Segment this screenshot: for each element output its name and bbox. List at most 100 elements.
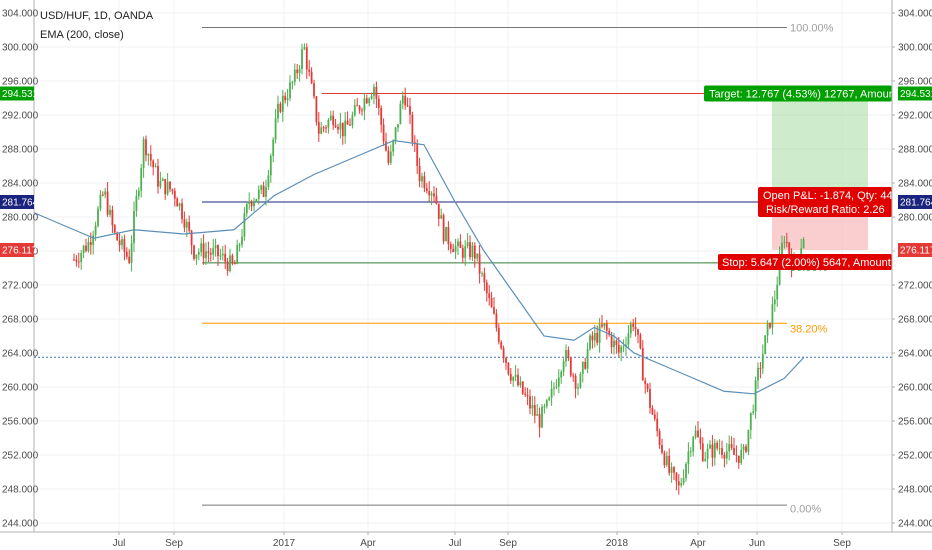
candle-body: [128, 256, 131, 263]
candle-body: [742, 446, 745, 450]
candle-body: [421, 176, 423, 182]
candle-body: [454, 245, 457, 253]
candle-body: [109, 209, 111, 215]
candle-body: [380, 107, 383, 125]
candle-body: [411, 114, 414, 143]
target-box[interactable]: Target: 12.767 (4.53%) 12767, Amount: 7: [704, 85, 910, 102]
candle-body: [682, 478, 685, 484]
stop-text: Stop: 5.647 (2.00%) 5647, Amount: 7: [722, 257, 903, 269]
x-axis-area[interactable]: [0, 532, 932, 550]
candle-body: [185, 222, 188, 228]
candle-body: [190, 230, 193, 246]
candle-body: [519, 381, 522, 386]
y-tick-label-right: 280.000: [898, 213, 932, 224]
price-tag: [898, 243, 932, 258]
candle-body: [620, 346, 623, 353]
candle-body: [416, 143, 419, 166]
candle-body: [733, 447, 735, 455]
y-tick-label-right: 256.000: [898, 417, 932, 428]
candle-body: [147, 154, 150, 156]
candle-body: [737, 455, 740, 463]
candle-body: [337, 127, 339, 130]
candle-body: [687, 451, 690, 465]
y-tick-label-right: 248.000: [898, 485, 932, 496]
candle-body: [665, 455, 668, 466]
candle-body: [716, 442, 719, 449]
candle-body: [243, 213, 246, 237]
candle-body: [308, 69, 311, 72]
candle-body: [173, 190, 176, 199]
candle-body: [80, 253, 83, 262]
price-tag-text: 281.764: [2, 198, 39, 209]
candle-body: [253, 201, 255, 207]
x-tick-label: Jul: [449, 538, 462, 549]
candle-body: [493, 307, 495, 314]
candle-body: [353, 105, 356, 116]
candle-body: [692, 437, 695, 452]
candle-body: [629, 323, 632, 334]
candle-body: [265, 187, 267, 197]
candle-body: [341, 122, 344, 137]
candle-body: [303, 47, 306, 50]
symbol-title[interactable]: USD/HUF, 1D, OANDA: [40, 10, 154, 22]
candle-body: [87, 242, 90, 251]
candle-body: [356, 105, 359, 107]
candle-body: [502, 348, 505, 358]
y-tick-label-right: 268.000: [898, 315, 932, 326]
candle-body: [154, 165, 157, 168]
candle-body: [133, 211, 135, 244]
candle-body: [224, 253, 227, 262]
candle-body: [245, 203, 248, 214]
candle-body: [77, 261, 80, 263]
grid-lines: [34, 0, 892, 532]
candle-body: [361, 110, 363, 112]
candle-body: [399, 103, 402, 125]
candle-body: [161, 178, 164, 181]
candle-body: [200, 243, 203, 253]
ema-indicator-label[interactable]: EMA (200, close): [40, 29, 124, 41]
candle-body: [447, 226, 450, 245]
candle-body: [332, 115, 335, 126]
candle-body: [658, 431, 661, 446]
candle-body: [286, 98, 289, 101]
pnl-text: Open P&L: -1.874, Qty: 44: [763, 190, 893, 202]
candle-body: [649, 389, 651, 408]
stop-box[interactable]: Stop: 5.647 (2.00%) 5647, Amount: 7: [718, 254, 903, 271]
pnl-box[interactable]: Open P&L: -1.874, Qty: 44 Risk/Reward Ra…: [758, 187, 893, 218]
candle-body: [709, 444, 711, 449]
candle-body: [536, 414, 539, 416]
candle-body: [500, 341, 503, 349]
target-zone[interactable]: [772, 93, 868, 203]
candle-body: [123, 239, 126, 252]
candle-body: [673, 467, 675, 473]
candle-body: [351, 115, 354, 126]
candle-body: [113, 225, 116, 233]
candle-body: [514, 374, 517, 377]
candle-body: [579, 374, 582, 388]
candle-body: [92, 235, 95, 245]
candle-body: [248, 201, 251, 204]
candle-body: [305, 47, 308, 70]
candle-body: [373, 86, 375, 96]
candle-body: [171, 189, 174, 191]
candle-body: [315, 96, 318, 123]
candle-body: [442, 215, 445, 242]
candle-body: [449, 244, 452, 249]
candle-body: [289, 82, 291, 99]
candle-body: [541, 406, 543, 428]
candle-body: [238, 244, 241, 246]
candle-body: [284, 95, 287, 101]
candle-body: [313, 83, 315, 97]
candle-body: [428, 190, 431, 196]
candle-body: [394, 127, 397, 141]
candle-body: [178, 203, 181, 207]
candle-body: [512, 376, 515, 381]
candle-body: [212, 248, 215, 255]
price-tag: [898, 195, 932, 210]
candle-body: [577, 387, 579, 389]
candle-body: [538, 414, 541, 428]
x-axis[interactable]: Jul Sep 2017 Apr Jul Sep 2018 Apr Jun Sep: [113, 532, 852, 549]
candle-body: [202, 243, 205, 259]
candle-body: [608, 330, 611, 336]
